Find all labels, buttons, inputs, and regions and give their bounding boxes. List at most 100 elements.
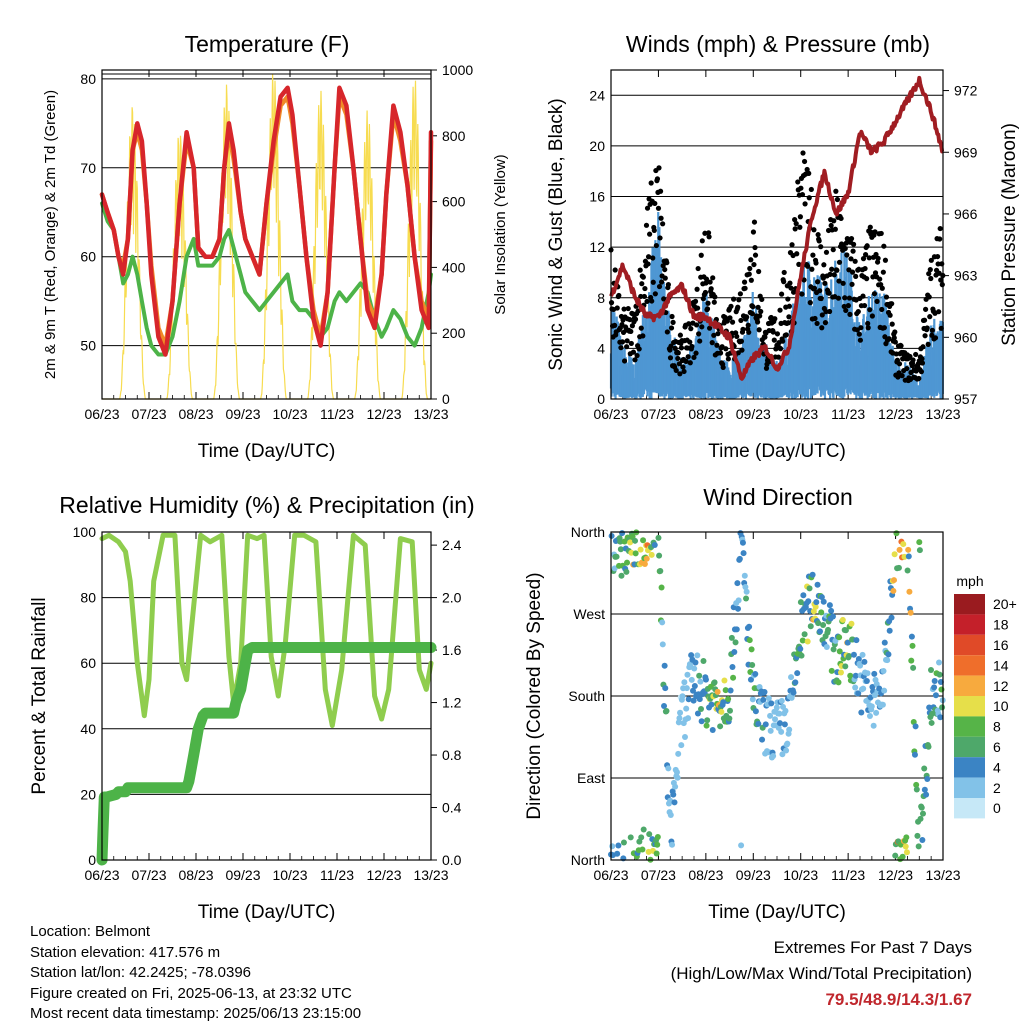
- winds-xtick-label: 12/23: [878, 406, 913, 422]
- wind-direction-point: [850, 651, 857, 658]
- gust-point: [783, 332, 789, 338]
- gust-point: [850, 248, 856, 254]
- speed-legend-swatch: [954, 716, 985, 737]
- gust-point: [934, 253, 941, 260]
- wind-direction-point: [672, 783, 679, 790]
- speed-legend-label: 10: [993, 698, 1009, 714]
- wind-direction-point: [837, 669, 844, 676]
- gust-point: [712, 294, 718, 300]
- wind-direction-point: [703, 722, 710, 729]
- gust-point: [864, 243, 870, 249]
- wind-direction-point: [767, 712, 774, 719]
- wind_direction-xtick-label: 13/23: [925, 867, 960, 883]
- wind-direction-point: [640, 826, 647, 833]
- gust-point: [630, 349, 637, 355]
- gust-point: [834, 267, 840, 273]
- gust-point: [798, 185, 804, 191]
- gust-point: [835, 295, 842, 301]
- wind-direction-point: [646, 831, 653, 838]
- wind-direction-point: [798, 652, 805, 659]
- temperature-xtick-label: 06/23: [84, 406, 119, 422]
- wind-direction-point: [931, 678, 938, 685]
- gust-point: [793, 221, 799, 227]
- wind-direction-point: [640, 537, 647, 544]
- winds-ytick-label: 12: [589, 239, 605, 255]
- gust-point: [916, 375, 922, 382]
- gust-point: [883, 294, 890, 300]
- gust-point: [814, 320, 820, 327]
- gust-point: [654, 176, 661, 182]
- wind-direction-point: [733, 626, 740, 633]
- wind-direction-point: [732, 639, 739, 646]
- wind-direction-point: [835, 679, 842, 686]
- gust-point: [748, 257, 754, 263]
- wind-direction-point: [910, 664, 917, 671]
- wind-direction-point: [752, 670, 759, 677]
- winds-xtick-label: 09/23: [736, 406, 771, 422]
- wind-direction-point: [676, 715, 683, 722]
- gust-point: [830, 247, 836, 253]
- wind-direction-point: [656, 552, 663, 559]
- gust-point: [680, 364, 686, 370]
- gust-point: [858, 325, 864, 331]
- gust-point: [866, 255, 872, 261]
- gust-point: [880, 269, 886, 275]
- wind-direction-point: [772, 716, 779, 723]
- gust-point: [741, 279, 748, 285]
- humidity-xtick-label: 08/23: [178, 867, 213, 883]
- gust-point: [849, 269, 856, 275]
- speed-legend-swatch: [954, 594, 985, 615]
- gust-point: [920, 344, 926, 350]
- gust-point: [650, 279, 656, 285]
- wind-direction-point: [881, 639, 888, 646]
- gust-point: [819, 325, 825, 331]
- temperature-ytick-label: 80: [80, 71, 96, 87]
- gust-point: [846, 295, 853, 301]
- gust-point: [642, 285, 648, 292]
- wind-direction-point: [892, 852, 899, 859]
- gust-point: [641, 293, 647, 300]
- gust-point: [698, 252, 704, 258]
- gust-point: [625, 305, 631, 312]
- gust-point: [707, 279, 713, 285]
- wind-direction-point: [694, 652, 701, 659]
- wind-direction-point: [836, 634, 843, 641]
- gust-point: [792, 217, 798, 223]
- winds-y2label: Station Pressure (Maroon): [999, 123, 1020, 346]
- gust-point: [811, 285, 818, 291]
- wind-direction-point: [698, 718, 705, 725]
- gust-point: [628, 340, 634, 347]
- temperature-xtick-label: 12/23: [366, 406, 401, 422]
- wind-direction-point: [648, 551, 655, 558]
- wind_direction-ytick-label: North: [571, 524, 605, 540]
- gust-point: [637, 267, 643, 273]
- gust-point: [693, 350, 699, 356]
- wind-direction-point: [936, 659, 943, 666]
- wind_direction-plot-area: [608, 529, 946, 863]
- wind-direction-point: [918, 804, 925, 811]
- gust-point: [755, 319, 761, 325]
- relative-humidity-line: [99, 532, 434, 728]
- humidity-plot-area: [96, 532, 437, 866]
- gust-point: [913, 351, 919, 358]
- gust-point: [939, 282, 945, 288]
- gust-point: [925, 341, 931, 347]
- gust-point: [785, 320, 791, 326]
- wind_direction-title: Wind Direction: [703, 484, 853, 510]
- gust-point: [763, 365, 770, 371]
- gust-point: [801, 158, 808, 165]
- temperature-xtick-label: 13/23: [413, 406, 448, 422]
- wind-direction-point: [891, 577, 898, 584]
- gust-point: [703, 280, 709, 286]
- wind-direction-point: [773, 704, 780, 711]
- wind-direction-point: [653, 850, 660, 857]
- gust-point: [813, 260, 819, 266]
- wind-direction-point: [904, 567, 911, 574]
- wind-direction-point: [659, 619, 666, 626]
- wind-direction-point: [624, 559, 631, 566]
- gust-point: [861, 302, 868, 309]
- gust-point: [856, 331, 862, 337]
- wind-direction-point: [852, 672, 859, 679]
- gust-point: [643, 222, 650, 228]
- wind-direction-point: [916, 547, 923, 554]
